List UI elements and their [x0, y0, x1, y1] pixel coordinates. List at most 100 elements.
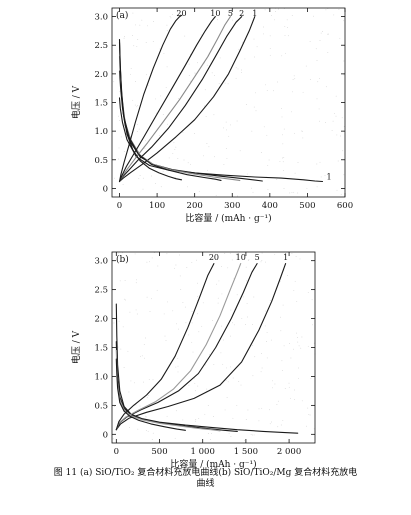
chart-0-texture-dot — [318, 108, 320, 110]
chart-0-texture-dot — [317, 81, 319, 83]
chart-1-texture-dot — [258, 420, 260, 422]
chart-1-texture-dot — [269, 423, 271, 425]
chart-1-texture-dot — [313, 428, 315, 430]
chart-0-texture-dot — [342, 150, 344, 152]
chart-0-x-tick-label: 0 — [117, 201, 122, 211]
chart-0-texture-dot — [255, 110, 257, 112]
chart-1-texture-dot — [177, 365, 179, 367]
chart-1-texture-dot — [279, 280, 281, 282]
chart-0-texture-dot — [147, 84, 149, 86]
chart-0-texture-dot — [159, 134, 161, 136]
chart-1-texture-dot — [180, 289, 182, 290]
chart-1-y-tick-label: 1.5 — [94, 344, 108, 354]
chart-0-texture-dot — [139, 175, 141, 176]
chart-0-texture-dot — [211, 72, 213, 74]
chart-1-texture-dot — [236, 404, 238, 406]
chart-0-texture-dot — [322, 31, 323, 32]
chart-0-series-2-label: 2 — [239, 9, 244, 18]
chart-0-texture-dot — [254, 56, 255, 58]
chart-0-texture-dot — [166, 30, 168, 31]
chart-0-texture-dot — [225, 148, 227, 150]
chart-0-texture-dot — [165, 87, 167, 89]
chart-0-x-tick-label: 300 — [224, 201, 240, 211]
chart-0-y-tick-label: 0 — [103, 184, 108, 194]
chart-1-texture-dot — [226, 367, 228, 369]
chart-0-texture-dot — [235, 77, 237, 79]
chart-1-texture-dot — [117, 252, 119, 254]
chart-1-texture-dot — [195, 419, 197, 420]
chart-0-texture-dot — [281, 55, 283, 57]
chart-1-texture-dot — [248, 259, 250, 261]
chart-1-texture-dot — [276, 404, 278, 405]
chart-0-texture-dot — [277, 81, 279, 83]
chart-1-texture-dot — [236, 294, 238, 296]
chart-1-texture-dot — [151, 298, 153, 300]
chart-0-texture-dot — [183, 159, 185, 161]
chart-1-texture-dot — [277, 426, 279, 428]
chart-0-texture-dot — [292, 91, 294, 93]
chart-1-texture-dot — [237, 254, 239, 256]
chart-0-texture-dot — [328, 33, 330, 35]
chart-1-texture-dot — [270, 339, 272, 341]
chart-1-texture-dot — [250, 434, 252, 436]
chart-0-texture-dot — [301, 130, 303, 132]
chart-0-texture-dot — [319, 40, 321, 41]
chart-0-texture-dot — [205, 116, 207, 118]
chart-1-texture-dot — [122, 252, 123, 254]
chart-0-series-5-charge-curve — [118, 16, 231, 183]
chart-0-texture-dot — [203, 105, 205, 107]
chart-0-series-2-charge-curve — [118, 16, 243, 183]
chart-1-texture-dot — [166, 253, 168, 255]
chart-1-texture-dot — [122, 326, 124, 328]
chart-0-texture-dot — [188, 75, 190, 76]
chart-0-texture-dot — [283, 188, 285, 189]
chart-0-texture-dot — [206, 64, 208, 66]
chart-1-texture-dot — [151, 439, 153, 440]
chart-0-texture-dot — [182, 131, 184, 133]
chart-1-texture-dot — [145, 430, 147, 432]
chart-1-texture-dot — [146, 296, 148, 298]
chart-0-texture-dot — [124, 36, 125, 38]
chart-1-texture-dot — [221, 265, 222, 267]
chart-0-texture-dot — [239, 150, 241, 152]
chart-0-texture-dot — [132, 35, 134, 37]
chart-0-texture-dot — [219, 57, 221, 59]
chart-1-texture-dot — [207, 433, 209, 434]
chart-1-texture-dot — [118, 320, 120, 322]
chart-1-texture-dot — [166, 415, 168, 417]
chart-0-texture-dot — [187, 186, 188, 188]
chart-0-texture-dot — [223, 127, 224, 129]
chart-1-texture-dot — [197, 385, 199, 387]
chart-0-texture-dot — [275, 11, 276, 13]
chart-0-texture-dot — [282, 157, 283, 159]
chart-1-y-tick-label: 3.0 — [94, 257, 108, 267]
chart-0-texture-dot — [294, 78, 296, 80]
chart-0-texture-dot — [316, 163, 318, 165]
chart-1-texture-dot — [228, 432, 230, 434]
chart-0-texture-dot — [230, 124, 231, 126]
chart-0-texture-dot — [181, 15, 183, 17]
chart-0-texture-dot — [325, 9, 327, 11]
chart-0-texture-dot — [189, 80, 191, 82]
chart-1-texture-dot — [307, 345, 309, 347]
chart-0-texture-dot — [174, 149, 176, 151]
chart-0-x-tick-label: 200 — [187, 201, 203, 211]
chart-1-texture-dot — [137, 428, 139, 430]
chart-1-texture-dot — [201, 325, 203, 327]
chart-0-texture-dot — [306, 187, 308, 189]
chart-0-texture-dot — [276, 178, 278, 180]
chart-1-texture-dot — [206, 388, 208, 390]
chart-1-texture-dot — [271, 421, 272, 423]
chart-0-y-axis-title: 电压 / V — [70, 85, 82, 119]
chart-0-y-tick-label: 3.0 — [94, 13, 108, 23]
chart-1-x-tick-label: 500 — [151, 447, 167, 457]
chart-0-texture-dot — [316, 98, 318, 100]
chart-0-texture-dot — [267, 188, 269, 190]
chart-0-texture-dot — [122, 184, 124, 185]
chart-0-texture-dot — [241, 71, 242, 73]
chart-1-texture-dot — [265, 310, 267, 312]
chart-1-texture-dot — [220, 352, 222, 354]
chart-1-texture-dot — [127, 350, 129, 352]
chart-0-plot-frame — [111, 7, 346, 198]
chart-1-x-tick-label: 1 500 — [234, 447, 258, 457]
